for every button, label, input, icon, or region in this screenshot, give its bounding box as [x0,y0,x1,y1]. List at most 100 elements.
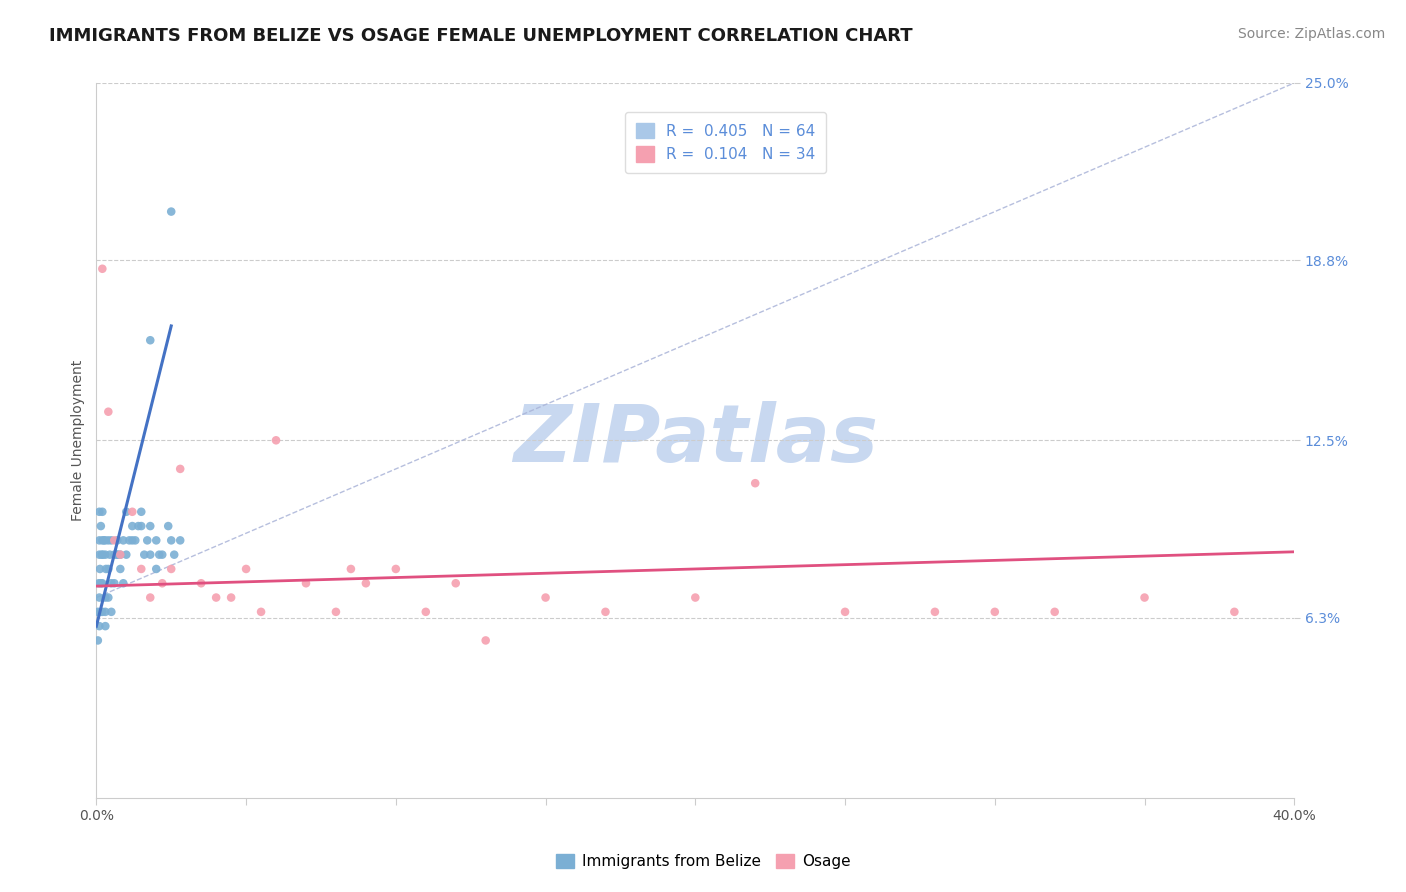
Legend: Immigrants from Belize, Osage: Immigrants from Belize, Osage [550,848,856,875]
Text: IMMIGRANTS FROM BELIZE VS OSAGE FEMALE UNEMPLOYMENT CORRELATION CHART: IMMIGRANTS FROM BELIZE VS OSAGE FEMALE U… [49,27,912,45]
Point [91,261,114,276]
Point [121,533,143,548]
Point [89,619,111,633]
Point [90,605,112,619]
Point [105,533,128,548]
Point [295,576,318,591]
Point [103,576,125,591]
Point [91,548,114,562]
Point [157,519,180,533]
Point [127,519,149,533]
Point [325,605,347,619]
Point [90,519,112,533]
Point [474,633,496,648]
Point [169,462,191,476]
Point [89,505,111,519]
Point [110,548,132,562]
Point [160,204,183,219]
Point [87,605,110,619]
Point [94,562,117,576]
Point [150,576,173,591]
Point [1043,605,1066,619]
Point [534,591,557,605]
Point [89,533,111,548]
Point [1133,591,1156,605]
Point [415,605,437,619]
Point [924,605,946,619]
Point [219,591,242,605]
Point [115,505,138,519]
Point [94,533,117,548]
Point [94,605,117,619]
Point [129,519,152,533]
Point [110,548,132,562]
Point [235,562,257,576]
Point [105,548,128,562]
Point [89,562,111,576]
Point [121,505,143,519]
Point [139,548,162,562]
Point [112,533,135,548]
Y-axis label: Female Unemployment: Female Unemployment [72,359,86,521]
Text: Source: ZipAtlas.com: Source: ZipAtlas.com [1237,27,1385,41]
Point [444,576,467,591]
Point [100,576,122,591]
Point [97,533,120,548]
Point [93,533,115,548]
Point [91,605,114,619]
Point [205,591,228,605]
Point [98,548,121,562]
Point [160,533,183,548]
Point [87,576,110,591]
Point [744,476,766,491]
Point [97,591,120,605]
Point [139,519,162,533]
Point [134,548,156,562]
Point [90,576,112,591]
Point [685,591,707,605]
Point [115,548,138,562]
Point [129,505,152,519]
Legend: R =  0.405   N = 64, R =  0.104   N = 34: R = 0.405 N = 64, R = 0.104 N = 34 [626,112,827,173]
Point [91,533,114,548]
Text: ZIPatlas: ZIPatlas [513,401,877,479]
Point [87,633,110,648]
Point [89,548,111,562]
Point [94,591,117,605]
Point [91,505,114,519]
Point [97,562,120,576]
Point [90,548,112,562]
Point [984,605,1007,619]
Point [595,605,617,619]
Point [94,548,117,562]
Point [145,562,167,576]
Point [97,405,120,419]
Point [150,548,173,562]
Point [89,591,111,605]
Point [121,519,143,533]
Point [94,619,117,633]
Point [129,562,152,576]
Point [100,605,122,619]
Point [112,576,135,591]
Point [103,533,125,548]
Point [139,333,162,347]
Point [160,562,183,576]
Point [148,548,170,562]
Point [264,434,287,448]
Point [145,533,167,548]
Point [118,533,141,548]
Point [124,533,146,548]
Point [136,533,159,548]
Point [354,576,377,591]
Point [139,591,162,605]
Point [100,533,122,548]
Point [110,562,132,576]
Point [190,576,212,591]
Point [1223,605,1246,619]
Point [103,548,125,562]
Point [834,605,856,619]
Point [385,562,408,576]
Point [340,562,363,576]
Point [91,576,114,591]
